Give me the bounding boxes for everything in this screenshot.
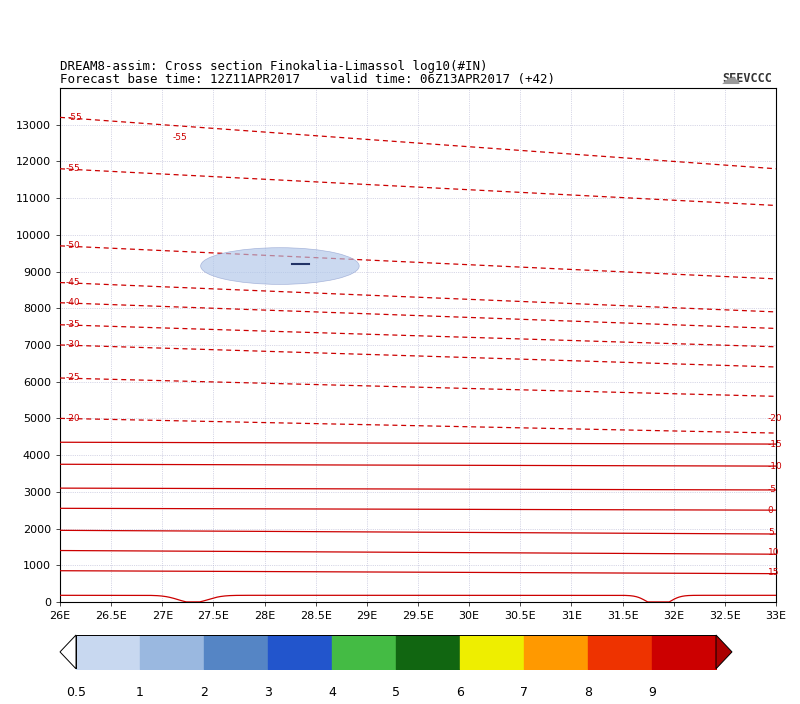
Text: Forecast base time: 12Z11APR2017    valid time: 06Z13APR2017 (+42): Forecast base time: 12Z11APR2017 valid t… <box>60 73 555 86</box>
Text: DREAM8-assim: Cross section Finokalia-Limassol log10(#IN): DREAM8-assim: Cross section Finokalia-Li… <box>60 60 487 73</box>
Text: 9: 9 <box>648 686 656 698</box>
Text: 5: 5 <box>768 528 774 536</box>
Text: 8: 8 <box>584 686 592 698</box>
Text: 7: 7 <box>520 686 528 698</box>
Text: -35: -35 <box>65 320 80 329</box>
Text: -55: -55 <box>67 113 82 122</box>
Polygon shape <box>716 635 732 669</box>
Text: SEEVCCC: SEEVCCC <box>722 73 772 85</box>
Text: -20: -20 <box>768 414 782 423</box>
Text: ☁: ☁ <box>721 70 740 88</box>
Text: -55: -55 <box>65 164 80 173</box>
Text: -15: -15 <box>768 439 782 448</box>
Text: 2: 2 <box>200 686 208 698</box>
Text: 15: 15 <box>768 568 779 577</box>
Text: -25: -25 <box>65 374 80 382</box>
Text: -10: -10 <box>768 462 782 470</box>
Text: -5: -5 <box>768 486 777 494</box>
Text: -20: -20 <box>65 414 80 423</box>
Text: -30: -30 <box>65 341 80 349</box>
Text: -50: -50 <box>65 241 80 251</box>
Text: 6: 6 <box>456 686 464 698</box>
Text: 0: 0 <box>768 505 774 515</box>
Text: 4: 4 <box>328 686 336 698</box>
Text: 5: 5 <box>392 686 400 698</box>
Text: -40: -40 <box>65 298 80 307</box>
Text: -45: -45 <box>65 278 80 287</box>
Polygon shape <box>60 635 76 669</box>
Text: 1: 1 <box>136 686 144 698</box>
Text: -55: -55 <box>173 133 187 142</box>
Text: 3: 3 <box>264 686 272 698</box>
Text: 0.5: 0.5 <box>66 686 86 698</box>
Text: 10: 10 <box>768 548 779 557</box>
Ellipse shape <box>201 248 359 284</box>
